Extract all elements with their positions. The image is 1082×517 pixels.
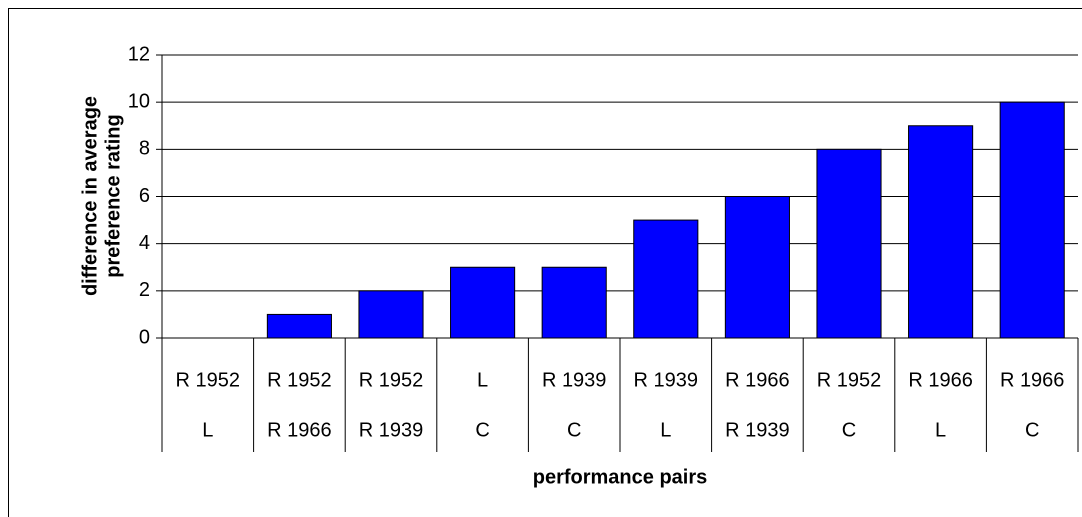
x-tick-label: R 1939 <box>542 369 607 391</box>
x-tick-label: R 1966 <box>267 419 332 441</box>
x-tick-label: R 1939 <box>634 369 699 391</box>
y-tick-label: 0 <box>139 326 150 348</box>
x-tick-label: R 1939 <box>359 419 424 441</box>
x-tick-label: C <box>475 419 489 441</box>
frame <box>8 8 1082 517</box>
x-tick-label: C <box>1025 419 1039 441</box>
x-tick-label: L <box>477 369 488 391</box>
x-tick-label: C <box>842 419 856 441</box>
bar <box>724 196 790 339</box>
x-tick-label: C <box>567 419 581 441</box>
x-tick-label: R 1952 <box>267 369 332 391</box>
bar <box>541 266 607 339</box>
y-tick-label: 12 <box>128 43 150 65</box>
y-tick-label: 2 <box>139 279 150 301</box>
x-tick-label: L <box>660 419 671 441</box>
x-tick-label: R 1939 <box>725 419 790 441</box>
x-tick-label: L <box>202 419 213 441</box>
y-tick-label: 10 <box>128 90 150 112</box>
x-tick-label: R 1952 <box>817 369 882 391</box>
bar <box>633 219 699 339</box>
x-tick-label: R 1966 <box>725 369 790 391</box>
x-tick-label: R 1966 <box>908 369 973 391</box>
x-tick-label: R 1952 <box>359 369 424 391</box>
bar <box>358 290 424 339</box>
bar <box>999 101 1065 339</box>
y-axis-title: preference rating <box>102 114 124 277</box>
y-tick-label: 8 <box>139 138 150 160</box>
x-tick-label: L <box>935 419 946 441</box>
bar <box>908 125 974 339</box>
y-axis-title: difference in average <box>79 96 101 296</box>
x-tick-label: R 1966 <box>1000 369 1065 391</box>
x-axis-title: performance pairs <box>533 466 708 488</box>
y-tick-label: 6 <box>139 185 150 207</box>
bar <box>450 266 516 339</box>
y-tick-label: 4 <box>139 232 150 254</box>
x-tick-label: R 1952 <box>176 369 241 391</box>
bar <box>266 313 332 339</box>
bar <box>816 148 882 339</box>
